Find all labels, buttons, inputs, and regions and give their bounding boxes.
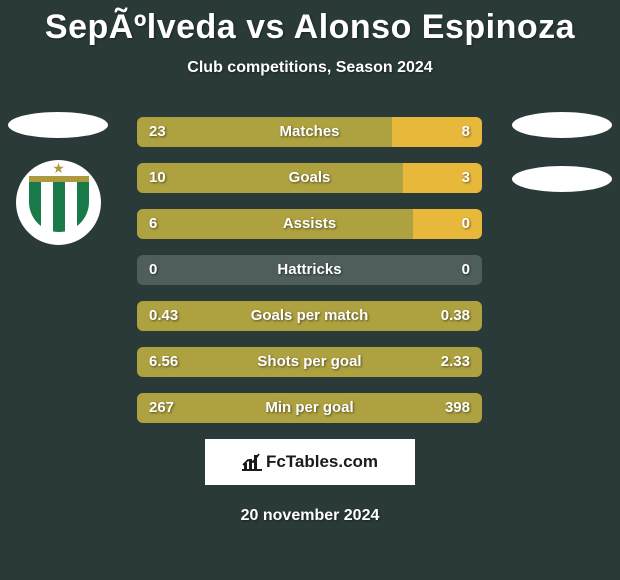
player1-bar-segment [137, 117, 392, 147]
stat-label: Hattricks [137, 255, 482, 285]
player1-bar-segment [137, 209, 413, 239]
player2-bar-segment [413, 209, 482, 239]
player1-badge-column: ★ [8, 112, 108, 245]
crest-stripes [29, 182, 89, 232]
player1-value: 6.56 [149, 347, 178, 377]
player1-flag-placeholder [8, 112, 108, 138]
player1-value: 6 [149, 209, 157, 239]
player2-flag-placeholder [512, 112, 612, 138]
stat-row: 267 398Min per goal [137, 393, 482, 423]
chart-icon [242, 453, 262, 471]
player2-bar-segment [403, 163, 482, 193]
watermark-text: FcTables.com [266, 452, 378, 472]
stat-row: 103Goals [137, 163, 482, 193]
player2-value: 398 [445, 393, 470, 423]
player2-value: 8 [462, 117, 470, 147]
player2-value: 0.38 [441, 301, 470, 331]
comparison-content: ★ 238Matches103Goals60Assists00Hattricks… [0, 117, 620, 423]
player2-value: 0 [462, 209, 470, 239]
page-title: SepÃºlveda vs Alonso Espinoza [0, 0, 620, 47]
stat-row: 0 0Hattricks [137, 255, 482, 285]
stat-row: 238Matches [137, 117, 482, 147]
player2-badge-column [512, 112, 612, 220]
subtitle: Club competitions, Season 2024 [0, 59, 620, 77]
stat-row: 60Assists [137, 209, 482, 239]
stat-label: Min per goal [137, 393, 482, 423]
player2-value: 0 [462, 255, 470, 285]
player2-value: 3 [462, 163, 470, 193]
stat-bars-container: 238Matches103Goals60Assists00Hattricks0.… [137, 117, 482, 423]
player1-value: 0.43 [149, 301, 178, 331]
stat-row: 0.43 0.38Goals per match [137, 301, 482, 331]
player1-value: 10 [149, 163, 166, 193]
stat-label: Goals per match [137, 301, 482, 331]
player1-value: 23 [149, 117, 166, 147]
date-text: 20 november 2024 [0, 507, 620, 525]
player1-value: 267 [149, 393, 174, 423]
stat-row: 6.56 2.33Shots per goal [137, 347, 482, 377]
player1-club-crest: ★ [16, 160, 101, 245]
player1-bar-segment [137, 163, 403, 193]
stat-label: Shots per goal [137, 347, 482, 377]
crest-star-icon: ★ [52, 160, 65, 177]
player1-value: 0 [149, 255, 157, 285]
player2-value: 2.33 [441, 347, 470, 377]
player2-club-placeholder [512, 166, 612, 192]
watermark: FcTables.com [205, 439, 415, 485]
